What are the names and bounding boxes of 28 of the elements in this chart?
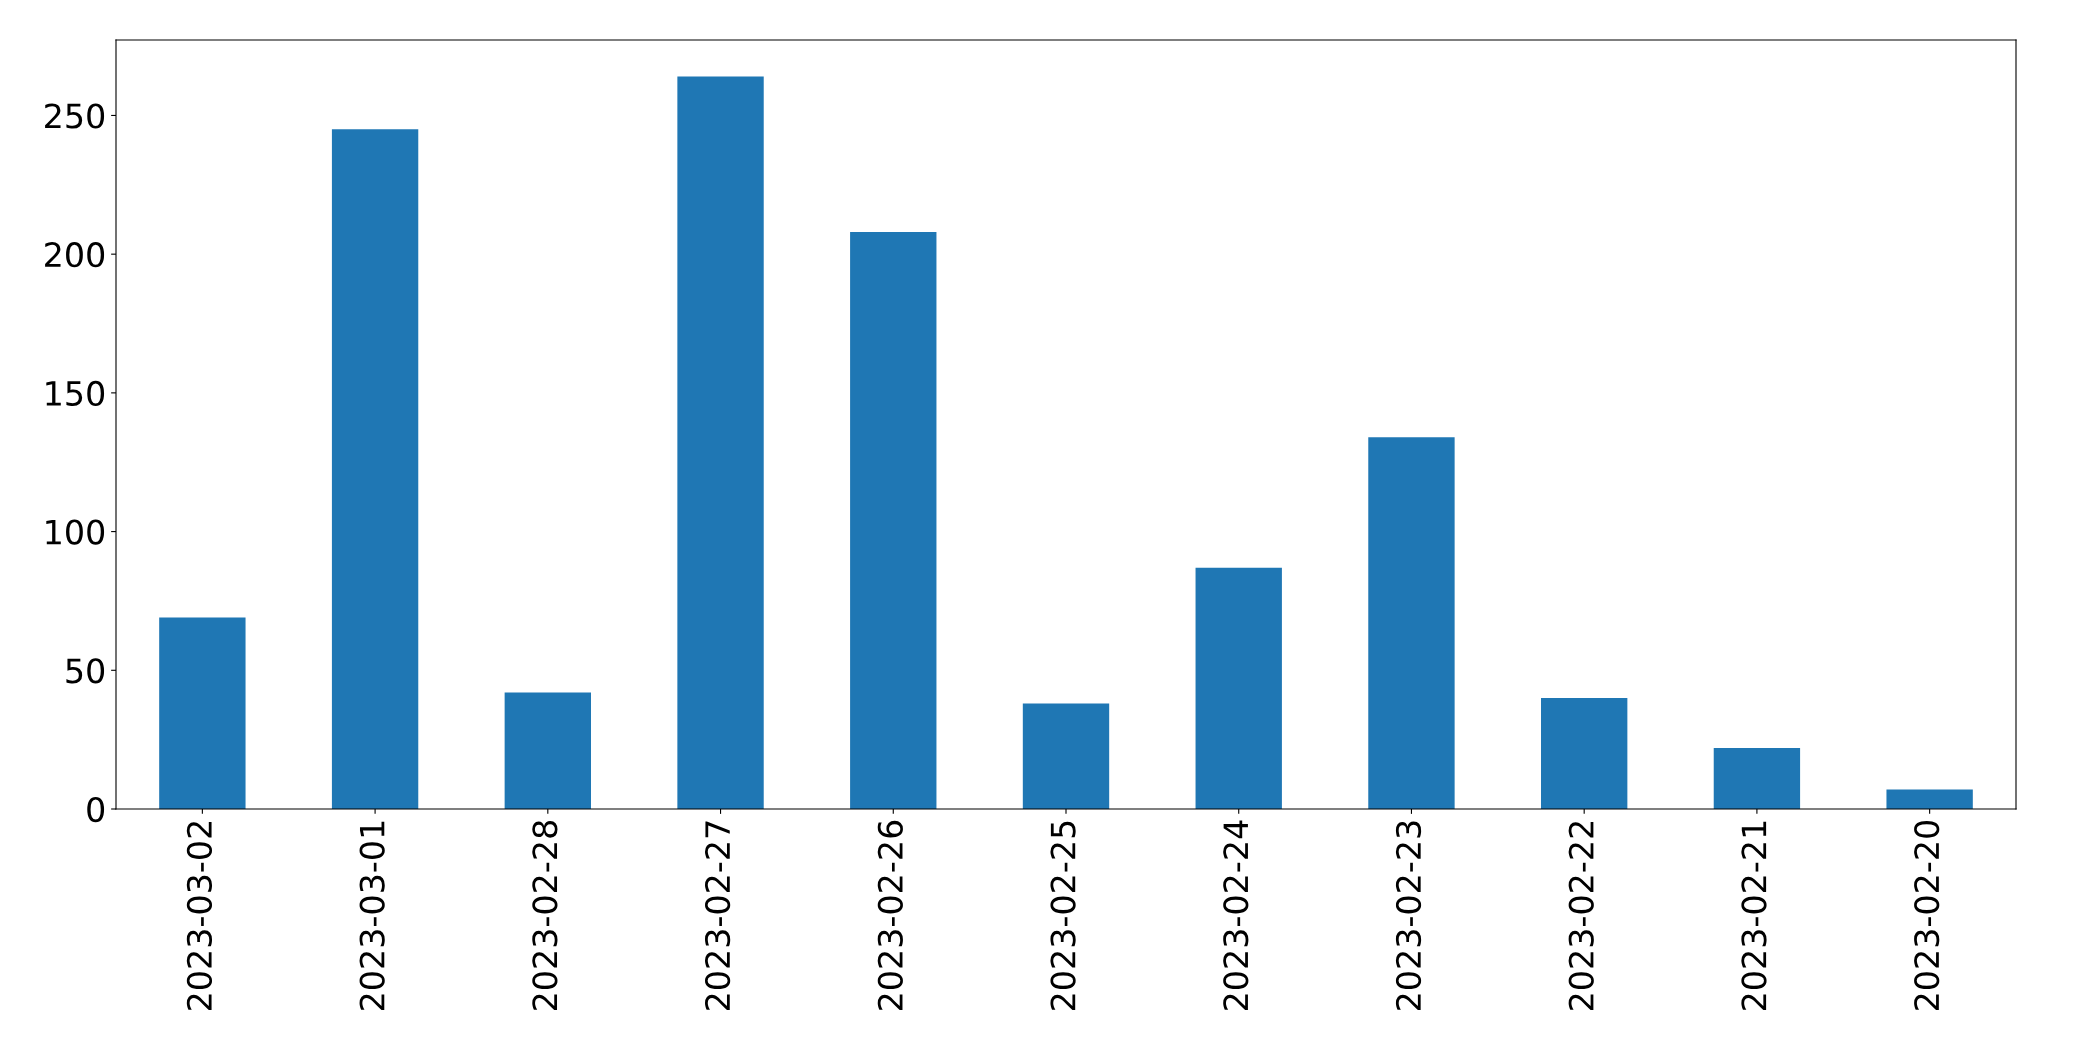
bar [331,129,419,809]
bar [850,231,937,809]
x-tick-label: 2023-02-25 [1050,821,1076,1010]
x-tick-label: 2023-02-27 [705,821,731,1010]
bar [1368,437,1455,809]
bar [1886,789,1973,809]
bar [1713,747,1801,809]
x-tick-label: 2023-02-20 [1914,820,1940,1010]
bar [1022,703,1110,809]
x-tick-label: 2023-02-21 [1741,821,1767,1010]
x-tick-label: 2023-02-24 [1223,820,1249,1010]
y-tick-label: 250 [45,103,105,129]
x-tick-label: 2023-03-01 [359,821,385,1010]
bar [1195,567,1282,809]
x-tick-label: 2023-03-02 [186,822,213,1010]
bar [677,76,764,809]
y-tick-label: 50 [66,658,105,684]
bar [159,617,246,809]
y-tick-label: 100 [46,519,105,545]
x-tick-label: 2023-02-22 [1568,822,1594,1010]
y-tick-label: 200 [45,242,105,268]
x-tick-label: 2023-02-28 [532,821,558,1010]
x-tick-label: 2023-02-23 [1395,821,1422,1010]
y-tick-label: 0 [87,796,105,823]
bar [504,692,591,809]
bar [1541,698,1628,809]
x-tick-label: 2023-02-26 [877,820,903,1010]
y-tick-label: 150 [46,380,105,407]
